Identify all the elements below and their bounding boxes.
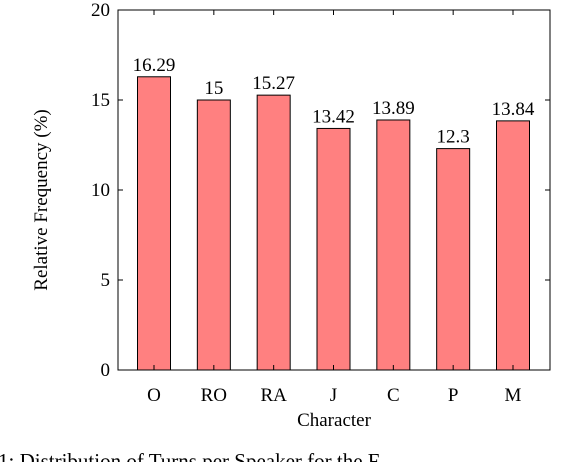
value-label-p: 12.3: [437, 127, 470, 148]
value-label-ro: 15: [204, 78, 223, 99]
y-axis-title: Relative Frequency (%): [31, 109, 52, 290]
y-tick-label-0: 0: [101, 360, 111, 381]
value-label-o: 16.29: [133, 55, 176, 76]
x-tick-label-p: P: [448, 385, 459, 406]
y-axis: 0 5 10 15 20: [91, 0, 550, 381]
bar-p: [436, 148, 471, 371]
bar-j: [316, 127, 351, 371]
x-axis-title: Character: [297, 410, 372, 431]
y-tick-label-10: 10: [91, 180, 110, 201]
figure-caption: 1: Distribution of Turns per Speaker for…: [0, 449, 379, 462]
y-tick-label-5: 5: [101, 270, 111, 291]
y-tick-label-15: 15: [91, 90, 110, 111]
bar-c: [376, 119, 411, 371]
y-tick-label-20: 20: [91, 0, 110, 21]
value-label-ra: 15.27: [252, 73, 295, 94]
x-tick-label-c: C: [387, 385, 400, 406]
x-tick-label-o: O: [147, 385, 161, 406]
value-label-c: 13.89: [372, 98, 415, 119]
x-axis: O RO RA J C P M: [147, 10, 522, 406]
bars-layer: [137, 76, 530, 371]
value-label-j: 13.42: [312, 106, 355, 127]
value-labels-layer: 16.29 15 15.27 13.42 13.89 12.3 13.84: [133, 55, 535, 148]
bar-m: [496, 120, 530, 371]
bar-o: [137, 76, 171, 371]
x-tick-label-ro: RO: [201, 385, 227, 406]
x-tick-label-ra: RA: [260, 385, 287, 406]
bar-ra: [256, 94, 291, 371]
x-tick-label-j: J: [330, 385, 337, 406]
x-tick-label-m: M: [505, 385, 522, 406]
bar-ro: [196, 99, 231, 371]
value-label-m: 13.84: [492, 99, 535, 120]
